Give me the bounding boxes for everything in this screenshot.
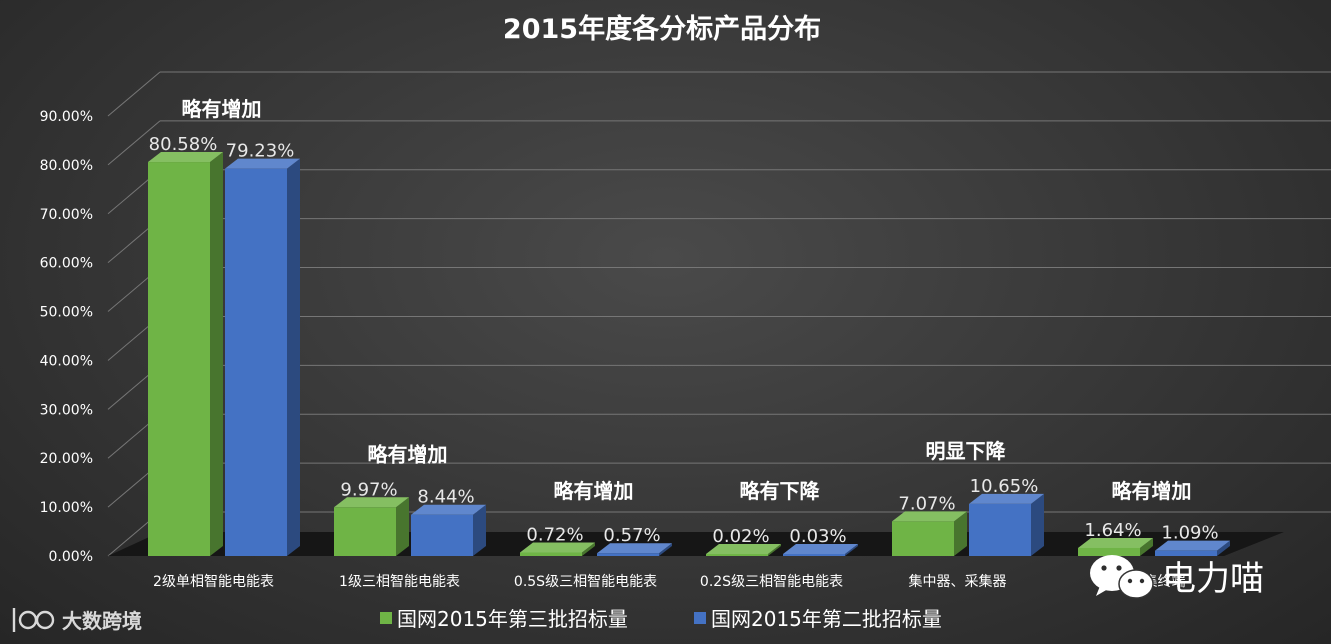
legend-label: 国网2015年第二批招标量 (711, 607, 942, 631)
data-label: 8.44% (417, 487, 474, 508)
y-tick-label: 40.00% (40, 353, 93, 369)
bar (892, 521, 954, 556)
bar (969, 503, 1031, 556)
bar-side (954, 511, 967, 556)
bar (225, 168, 287, 557)
bar-top (411, 504, 486, 515)
bar-top (334, 497, 409, 508)
y-tick-label: 0.00% (49, 549, 93, 565)
bar-side (845, 544, 858, 556)
legend: 国网2015年第三批招标量 国网2015年第二批招标量 (380, 607, 942, 631)
bar-top (969, 493, 1044, 504)
y-tick-label: 80.00% (40, 158, 93, 174)
legend-label: 国网2015年第三批招标量 (397, 607, 628, 631)
bar-top (520, 542, 595, 553)
chart-title: 2015年度各分标产品分布 (503, 13, 821, 45)
y-tick-label: 60.00% (40, 256, 93, 272)
data-label: 80.58% (149, 134, 218, 155)
bar-side (582, 542, 595, 556)
annotation-label: 略有增加 (554, 479, 634, 503)
bar-top (597, 543, 672, 554)
bar-top (1078, 537, 1153, 548)
annotation-label: 略有增加 (1112, 479, 1192, 503)
wechat-watermark: 电力喵 (1090, 555, 1264, 599)
bar-side (659, 543, 672, 556)
y-tick-label: 70.00% (40, 207, 93, 223)
y-tick-label: 90.00% (40, 109, 93, 125)
bar-top (1155, 540, 1230, 551)
gridline-side (107, 71, 161, 117)
x-tick-label: 1级三相智能电能表 (339, 574, 460, 590)
data-label: 1.64% (1084, 520, 1141, 541)
bar (597, 553, 659, 556)
data-label: 0.57% (603, 525, 660, 546)
data-labels: 80.58% 79.23% 9.97% 8.44% 0.72% 0.57% 0.02% 0.0… (149, 134, 1219, 547)
logo-icon (12, 608, 55, 632)
bar-side (1140, 537, 1153, 556)
bar (706, 554, 768, 556)
gridline-side (107, 120, 161, 166)
data-label: 10.65% (970, 476, 1039, 497)
data-label: 0.72% (526, 524, 583, 545)
bar-side (210, 152, 223, 556)
wechat-icon (1090, 555, 1154, 599)
bar-top (783, 544, 858, 554)
bar-side (768, 544, 781, 556)
y-tick-label: 20.00% (40, 451, 93, 467)
bar (1155, 550, 1217, 556)
x-tick-label: 0.5S级三相智能电能表 (514, 574, 657, 590)
bar-side (473, 504, 486, 556)
data-label: 79.23% (226, 141, 295, 162)
y-tick-label: 30.00% (40, 402, 93, 418)
bar (520, 552, 582, 556)
bar-side (287, 158, 300, 557)
bar-top (706, 544, 781, 554)
annotation-label: 明显下降 (926, 439, 1007, 463)
legend-swatch (694, 612, 706, 624)
legend-swatch (380, 612, 392, 624)
data-label: 0.02% (712, 526, 769, 547)
bar (1078, 547, 1140, 556)
annotation-label: 略有增加 (368, 442, 448, 466)
bar-top (892, 511, 967, 522)
bars (148, 152, 1230, 557)
data-label: 9.97% (340, 479, 397, 500)
bar (411, 514, 473, 556)
y-axis-ticks: 0.00% 10.00% 20.00% 30.00% 40.00% 50.00% 60.00… (40, 109, 93, 565)
logo-watermark-label: 大数跨境 (62, 609, 142, 633)
bar-top (148, 152, 223, 163)
x-tick-label: 2级单相智能电能表 (153, 574, 274, 590)
y-tick-label: 50.00% (40, 305, 93, 321)
bar-side (1217, 540, 1230, 556)
gridlines (107, 71, 1331, 557)
bar-side (1031, 493, 1044, 556)
wechat-watermark-label: 电力喵 (1162, 559, 1264, 599)
x-tick-label: 0.2S级三相智能电能表 (700, 574, 843, 590)
bar-side (396, 497, 409, 556)
data-label: 7.07% (898, 493, 955, 514)
y-tick-label: 10.00% (40, 500, 93, 516)
bar (148, 162, 210, 556)
bar (334, 507, 396, 556)
logo-watermark: 大数跨境 (12, 608, 142, 633)
bar (783, 554, 845, 556)
bar-top (225, 158, 300, 169)
x-tick-label: 集中器、采集器 (909, 573, 1007, 590)
x-axis-ticks: 2级单相智能电能表 1级三相智能电能表 0.5S级三相智能电能表 0.2S级三相智能电… (153, 573, 1185, 590)
data-label: 1.09% (1161, 523, 1218, 544)
annotation-label: 略有增加 (182, 97, 262, 121)
data-label: 0.03% (789, 526, 846, 547)
annotation-label: 略有下降 (740, 479, 821, 503)
